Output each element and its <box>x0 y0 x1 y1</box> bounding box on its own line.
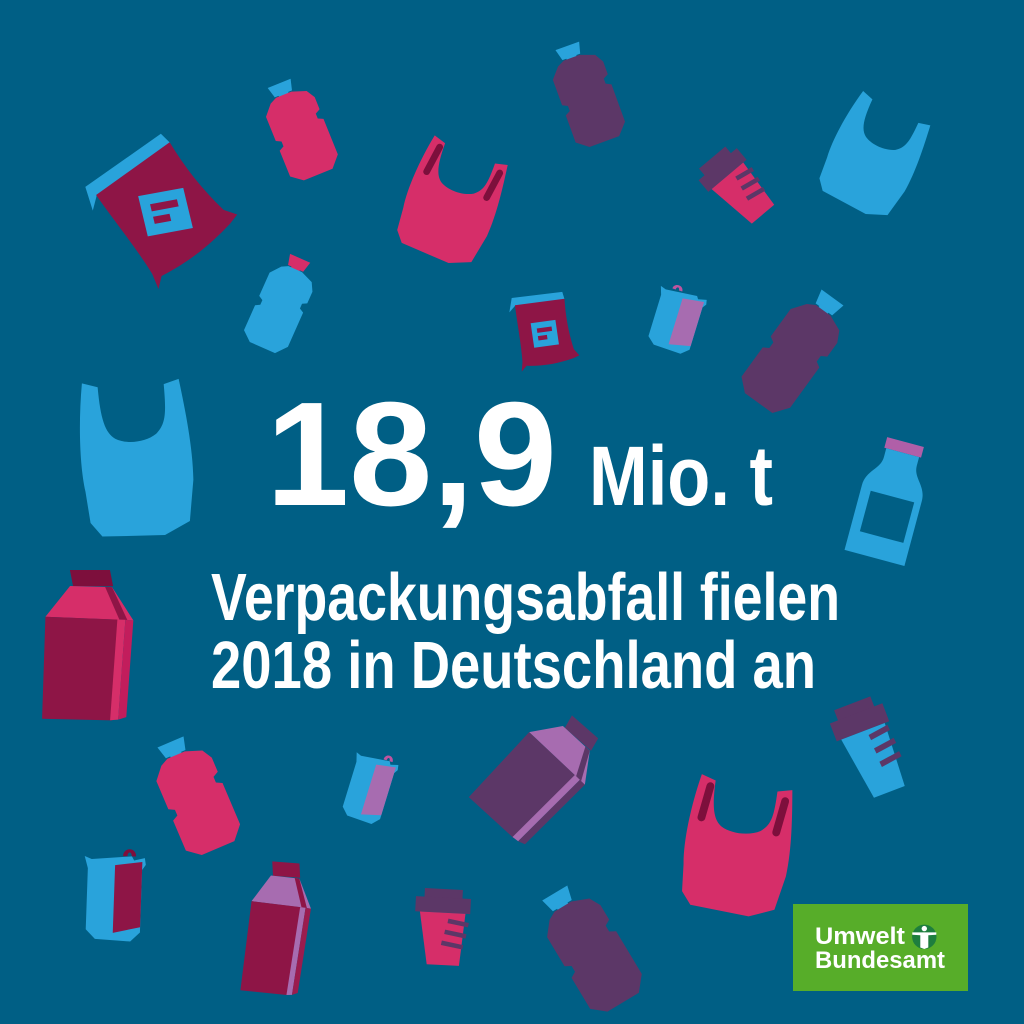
svg-text:2018 in Deutschland an: 2018 in Deutschland an <box>211 628 816 703</box>
svg-text:Umwelt: Umwelt <box>815 923 905 950</box>
svg-text:Mio. t: Mio. t <box>589 429 773 523</box>
svg-text:18,9: 18,9 <box>266 372 557 537</box>
svg-text:Verpackungsabfall fielen: Verpackungsabfall fielen <box>211 560 840 635</box>
svg-text:Bundesamt: Bundesamt <box>815 947 945 974</box>
